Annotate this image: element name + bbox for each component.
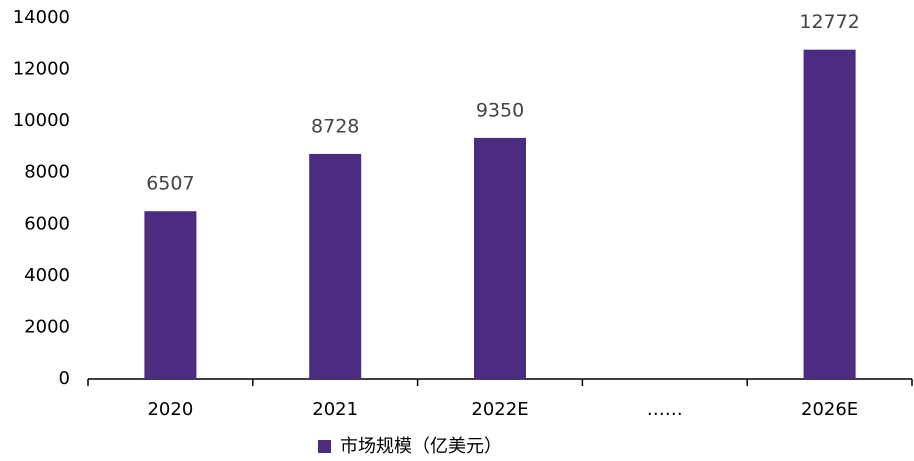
y-tick-label: 2000 xyxy=(24,316,70,337)
y-tick-label: 0 xyxy=(59,368,70,389)
y-tick-label: 4000 xyxy=(24,265,70,286)
legend-swatch xyxy=(318,440,331,453)
x-tick-label: 2022E xyxy=(471,399,528,420)
y-tick-label: 10000 xyxy=(13,110,70,131)
y-tick-label: 12000 xyxy=(13,59,70,80)
y-tick-label: 8000 xyxy=(24,162,70,183)
y-tick-label: 6000 xyxy=(24,213,70,234)
bar xyxy=(309,153,362,379)
bar xyxy=(474,137,526,379)
value-label: 6507 xyxy=(146,173,194,195)
bar xyxy=(144,211,197,379)
value-label: 8728 xyxy=(311,115,359,137)
x-tick-label: 2021 xyxy=(312,399,358,420)
bar xyxy=(803,49,856,379)
y-tick-label: 14000 xyxy=(13,7,70,28)
value-label: 12772 xyxy=(799,11,859,33)
x-tick-label: 2020 xyxy=(147,399,193,420)
value-label: 9350 xyxy=(476,99,524,121)
legend-label: 市场规模（亿美元） xyxy=(340,436,502,457)
x-tick-label: 2026E xyxy=(801,399,858,420)
x-tick-label: …… xyxy=(647,399,683,420)
